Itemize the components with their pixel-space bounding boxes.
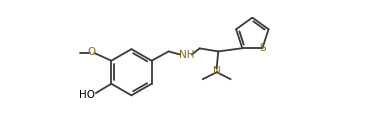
Text: N: N bbox=[213, 66, 220, 76]
Text: HO: HO bbox=[79, 90, 94, 100]
Text: NH: NH bbox=[179, 50, 194, 60]
Text: O: O bbox=[88, 47, 96, 57]
Text: S: S bbox=[260, 43, 266, 53]
